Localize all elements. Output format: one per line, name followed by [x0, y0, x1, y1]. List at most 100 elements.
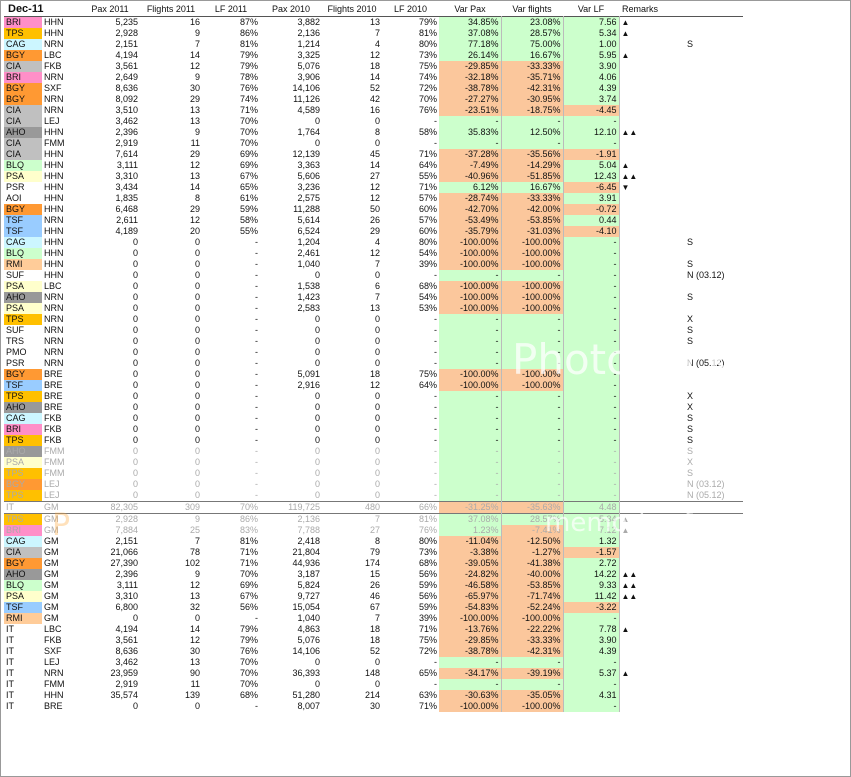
cell-pax-2010: 0	[314, 325, 320, 335]
cell-airline: RMI	[4, 259, 42, 270]
cell-airline: BRI	[4, 72, 42, 83]
cell-lf-2010: -	[434, 446, 437, 456]
cell-route: HHN	[44, 171, 64, 181]
table-row: PSA NRN 0 0-2,583 13 53% -100.00% -100.00% -	[4, 303, 743, 314]
cell-var-lf: -	[563, 701, 620, 712]
cell-lf-2011: 70%	[239, 127, 258, 137]
cell-airline: IT	[6, 635, 14, 645]
cell-var-flights: -39.19%	[501, 668, 564, 679]
cell-pax-2011: 3,434	[115, 182, 138, 192]
cell-var-lf: 0.44	[563, 215, 620, 226]
cell-pax-2010: 0	[314, 446, 320, 456]
cell-pax-2010: 3,363	[297, 160, 320, 170]
cell-pax-2010: 14,106	[292, 646, 320, 656]
cell-lf-2011: -	[255, 336, 258, 346]
cell-lf-2011: 58%	[239, 215, 258, 225]
cell-pax-2010: 0	[314, 314, 320, 324]
cell-airline: TPS	[4, 28, 42, 39]
table-row: IT LEJ 3,462 13 70% 0 0- - - -	[4, 657, 743, 668]
cell-var-lf: -3.22	[563, 602, 620, 613]
cell-trend	[619, 646, 661, 657]
cell-lf-2011: -	[255, 490, 258, 500]
cell-pax-2010: 4,589	[297, 105, 320, 115]
cell-lf-2010: 56%	[418, 591, 437, 601]
cell-airline: TSF	[4, 380, 42, 391]
cell-var-flights: -	[501, 657, 564, 668]
cell-airline: IT	[6, 679, 14, 689]
cell-var-flights: 16.67%	[501, 50, 564, 61]
cell-var-lf: -	[563, 413, 620, 424]
cell-remark	[661, 105, 743, 116]
cell-flights-2011: 9	[194, 569, 200, 579]
cell-trend	[619, 292, 661, 303]
cell-flights-2010: 174	[364, 558, 380, 568]
cell-lf-2010: -	[434, 314, 437, 324]
cell-flights-2010: 0	[374, 424, 380, 434]
cell-pax-2011: 2,928	[115, 28, 138, 38]
cell-lf-2010: 55%	[418, 171, 437, 181]
cell-pax-2010: 1,204	[297, 237, 320, 247]
cell-airline: IT	[6, 657, 14, 667]
cell-var-flights: -100.00%	[501, 292, 564, 303]
cell-pax-2011: 3,462	[115, 116, 138, 126]
cell-var-flights: -42.00%	[501, 204, 564, 215]
cell-airline: PSA	[4, 457, 42, 468]
cell-var-lf: 2.72	[563, 558, 620, 569]
cell-var-lf: 9.33	[563, 580, 620, 591]
cell-remark	[661, 602, 743, 613]
cell-lf-2010: -	[434, 457, 437, 467]
cell-airline: BGY	[4, 50, 42, 61]
cell-route: GM	[44, 602, 59, 612]
cell-pax-2010: 2,136	[297, 28, 320, 38]
cell-pax-2011: 2,396	[115, 127, 138, 137]
cell-pax-2011: 2,396	[115, 569, 138, 579]
cell-var-pax: -	[439, 479, 502, 490]
cell-var-flights: -	[501, 116, 564, 127]
cell-var-flights: -35.05%	[501, 690, 564, 701]
cell-pax-2011: 0	[132, 490, 138, 500]
cell-var-pax: 6.12%	[439, 182, 502, 193]
cell-pax-2011: 3,111	[116, 580, 138, 590]
cell-route: NRN	[44, 105, 64, 115]
cell-var-flights: -18.75%	[501, 105, 564, 116]
cell-airline: BGY	[4, 83, 42, 94]
cell-trend: ▲	[621, 18, 630, 27]
cell-flights-2011: 0	[194, 358, 200, 368]
cell-var-flights: -	[501, 457, 564, 468]
cell-airline: TPS	[4, 314, 42, 325]
cell-remark: X	[687, 457, 694, 467]
cell-lf-2011: 56%	[239, 602, 258, 612]
cell-var-pax: -	[439, 657, 502, 668]
cell-lf-2010: 54%	[418, 292, 437, 302]
cell-pax-2010: 51,280	[292, 690, 320, 700]
cell-flights-2010: 8	[374, 536, 380, 546]
table-row: AHO GM 2,396 9 70% 3,187 15 56% -24.82% -40.00% 14…	[4, 569, 743, 580]
cell-route: GM	[44, 569, 59, 579]
table-row: TPS FKB 0 0-0 0- - - - S	[4, 435, 743, 446]
cell-pax-2011: 3,310	[115, 591, 138, 601]
cell-var-lf: -	[563, 314, 620, 325]
cell-pax-2011: 3,561	[115, 61, 138, 71]
cell-route: GM	[44, 525, 59, 535]
cell-flights-2010: 0	[374, 490, 380, 500]
cell-route: BRE	[44, 701, 63, 711]
col-var-pax: Var Pax	[454, 4, 486, 14]
cell-trend	[619, 215, 661, 226]
cell-var-pax: -100.00%	[439, 303, 502, 314]
cell-pax-2011: 0	[132, 292, 138, 302]
cell-remark	[661, 171, 743, 182]
cell-airline: CIA	[4, 61, 42, 72]
cell-remark: S	[687, 237, 694, 247]
cell-remark: S	[687, 336, 694, 346]
cell-route: LBC	[44, 50, 62, 60]
cell-airline: TSF	[4, 602, 42, 613]
cell-trend	[619, 701, 661, 712]
cell-var-pax: -29.85%	[439, 635, 502, 646]
cell-airline: IT	[6, 502, 14, 512]
cell-remark	[661, 569, 743, 580]
table-row: AOI HHN 1,835 8 61% 2,575 12 57% -28.74% -33.33% 3…	[4, 193, 743, 204]
table-row: BGY GM 27,390 102 71% 44,936 174 68% -39.05% -41.…	[4, 558, 743, 569]
cell-lf-2011: 79%	[239, 624, 258, 634]
table-row: TSF GM 6,800 32 56% 15,054 67 59% -54.83% -52.24%…	[4, 602, 743, 613]
cell-pax-2011: 0	[132, 457, 138, 467]
